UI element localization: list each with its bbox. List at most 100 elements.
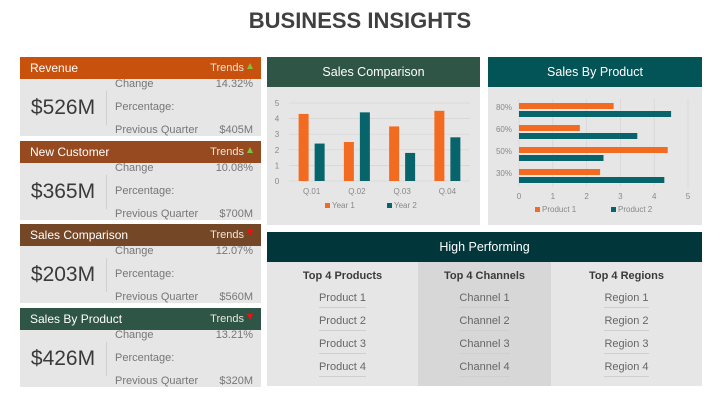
trends-link[interactable]: Trends	[210, 62, 253, 74]
trends-label: Trends	[210, 146, 244, 158]
bar	[343, 142, 354, 181]
change-value: 12.07%	[215, 245, 253, 257]
bar	[519, 155, 604, 161]
trend-down-icon	[247, 229, 253, 236]
kpi-body: $426M Change Percentage: 13.21% Previous Qu…	[20, 329, 261, 387]
top-products-title: Top 4 Products	[302, 270, 383, 282]
region-item: Region 1	[604, 289, 649, 308]
bar	[519, 177, 665, 183]
channel-item: Channel 1	[459, 289, 510, 308]
kpi-details: Change Percentage: 10.08% Previous Quarter…	[107, 157, 261, 226]
bar	[405, 152, 416, 181]
trends-label: Trends	[210, 62, 244, 74]
product-item: Product 2	[318, 312, 367, 331]
change-label: Change Percentage:	[115, 78, 175, 113]
trend-up-icon	[247, 62, 253, 69]
channel-item: Channel 4	[459, 358, 510, 377]
bar	[519, 133, 638, 139]
svg-text:2: 2	[275, 146, 280, 155]
kpi-card: Sales Comparison Trends $203M Change Percen…	[20, 224, 261, 303]
kpi-header: Sales By Product Trends	[20, 308, 261, 330]
bar	[389, 126, 400, 181]
trend-down-icon	[247, 313, 253, 320]
svg-text:0: 0	[275, 177, 280, 186]
kpi-divider	[106, 341, 107, 376]
kpi-title: New Customer	[30, 145, 110, 159]
kpi-card: New Customer Trends $365M Change Percentage…	[20, 141, 261, 220]
region-item: Region 3	[604, 335, 649, 354]
previous-quarter-label: Previous Quarter	[115, 375, 199, 387]
svg-text:80%: 80%	[496, 103, 512, 112]
trends-link[interactable]: Trends	[210, 229, 253, 241]
kpi-divider	[106, 90, 107, 125]
svg-text:2: 2	[584, 192, 589, 201]
product-item: Product 1	[318, 289, 367, 308]
sales-comparison-header: Sales Comparison	[267, 57, 480, 87]
svg-text:4: 4	[652, 192, 657, 201]
top-regions-title: Top 4 Regions	[589, 270, 664, 282]
trends-link[interactable]: Trends	[210, 146, 253, 158]
svg-text:Q.01: Q.01	[303, 187, 321, 196]
channel-item: Channel 2	[459, 312, 510, 331]
trends-label: Trends	[210, 229, 244, 241]
kpi-body: $365M Change Percentage: 10.08% Previous Qu…	[20, 162, 261, 220]
bar	[298, 113, 309, 181]
high-performing-grid: Top 4 Products Product 1 Product 2 Produ…	[267, 262, 702, 386]
svg-text:Year 2: Year 2	[394, 201, 417, 210]
svg-text:4: 4	[275, 115, 280, 124]
kpi-divider	[106, 174, 107, 209]
svg-text:Year 1: Year 1	[332, 201, 355, 210]
bar	[450, 137, 461, 181]
sales-comparison-panel: Sales Comparison 0 1 2 3 4 5 Q.01 Q.02 Q.03 Q.04 Y…	[267, 57, 480, 225]
kpi-body: $526M Change Percentage: 14.32% Previous Qu…	[20, 78, 261, 136]
change-label: Change Percentage:	[115, 245, 175, 280]
top-channels-column: Top 4 Channels Channel 1 Channel 2 Chann…	[418, 262, 551, 386]
kpi-header: Revenue Trends	[20, 57, 261, 79]
previous-quarter-label: Previous Quarter	[115, 291, 199, 303]
change-value: 13.21%	[215, 329, 253, 341]
kpi-value: $426M	[30, 346, 96, 370]
svg-text:60%: 60%	[496, 125, 512, 134]
kpi-card: Revenue Trends $526M Change Percentage: 14.3…	[20, 57, 261, 136]
change-label: Change Percentage:	[115, 162, 175, 197]
svg-text:1: 1	[275, 161, 280, 170]
sales-comparison-chart: 0 1 2 3 4 5 Q.01 Q.02 Q.03 Q.04 Year 1 Year 2	[275, 99, 470, 210]
kpi-title: Revenue	[30, 61, 79, 75]
svg-text:5: 5	[686, 192, 691, 201]
top-regions-column: Top 4 Regions Region 1 Region 2 Region 3…	[551, 262, 702, 386]
bar	[314, 143, 325, 181]
bar	[434, 110, 445, 181]
bar	[519, 103, 614, 109]
kpi-details: Change Percentage: 13.21% Previous Quarter…	[107, 324, 261, 393]
svg-text:Q.02: Q.02	[348, 187, 366, 196]
region-item: Region 2	[604, 312, 649, 331]
change-value: 14.32%	[215, 78, 253, 90]
kpi-title: Sales By Product	[30, 312, 123, 326]
channel-item: Channel 3	[459, 335, 510, 354]
trend-up-icon	[247, 146, 253, 153]
kpi-header: New Customer Trends	[20, 141, 261, 163]
previous-quarter-value: $700M	[219, 208, 253, 220]
svg-text:Q.04: Q.04	[439, 187, 457, 196]
svg-text:Q.03: Q.03	[393, 187, 411, 196]
kpi-value: $365M	[30, 179, 96, 203]
svg-text:Product 1: Product 1	[542, 205, 577, 214]
previous-quarter-value: $320M	[219, 375, 253, 387]
previous-quarter-label: Previous Quarter	[115, 208, 199, 220]
trends-link[interactable]: Trends	[210, 313, 253, 325]
svg-text:30%: 30%	[496, 169, 512, 178]
kpi-details: Change Percentage: 14.32% Previous Quarter…	[107, 73, 261, 142]
high-performing-panel: High Performing Top 4 Products Product 1…	[267, 232, 702, 386]
top-products-column: Top 4 Products Product 1 Product 2 Produ…	[267, 262, 418, 386]
bar	[519, 169, 601, 175]
svg-text:50%: 50%	[496, 147, 512, 156]
bar	[359, 112, 370, 181]
kpi-value: $526M	[30, 95, 96, 119]
sales-by-product-header: Sales By Product	[488, 57, 702, 87]
previous-quarter-value: $405M	[219, 124, 253, 136]
high-performing-header: High Performing	[267, 232, 702, 262]
kpi-body: $203M Change Percentage: 12.07% Previous Qu…	[20, 245, 261, 303]
change-value: 10.08%	[215, 162, 253, 174]
svg-text:Product 2: Product 2	[618, 205, 653, 214]
svg-text:3: 3	[618, 192, 623, 201]
